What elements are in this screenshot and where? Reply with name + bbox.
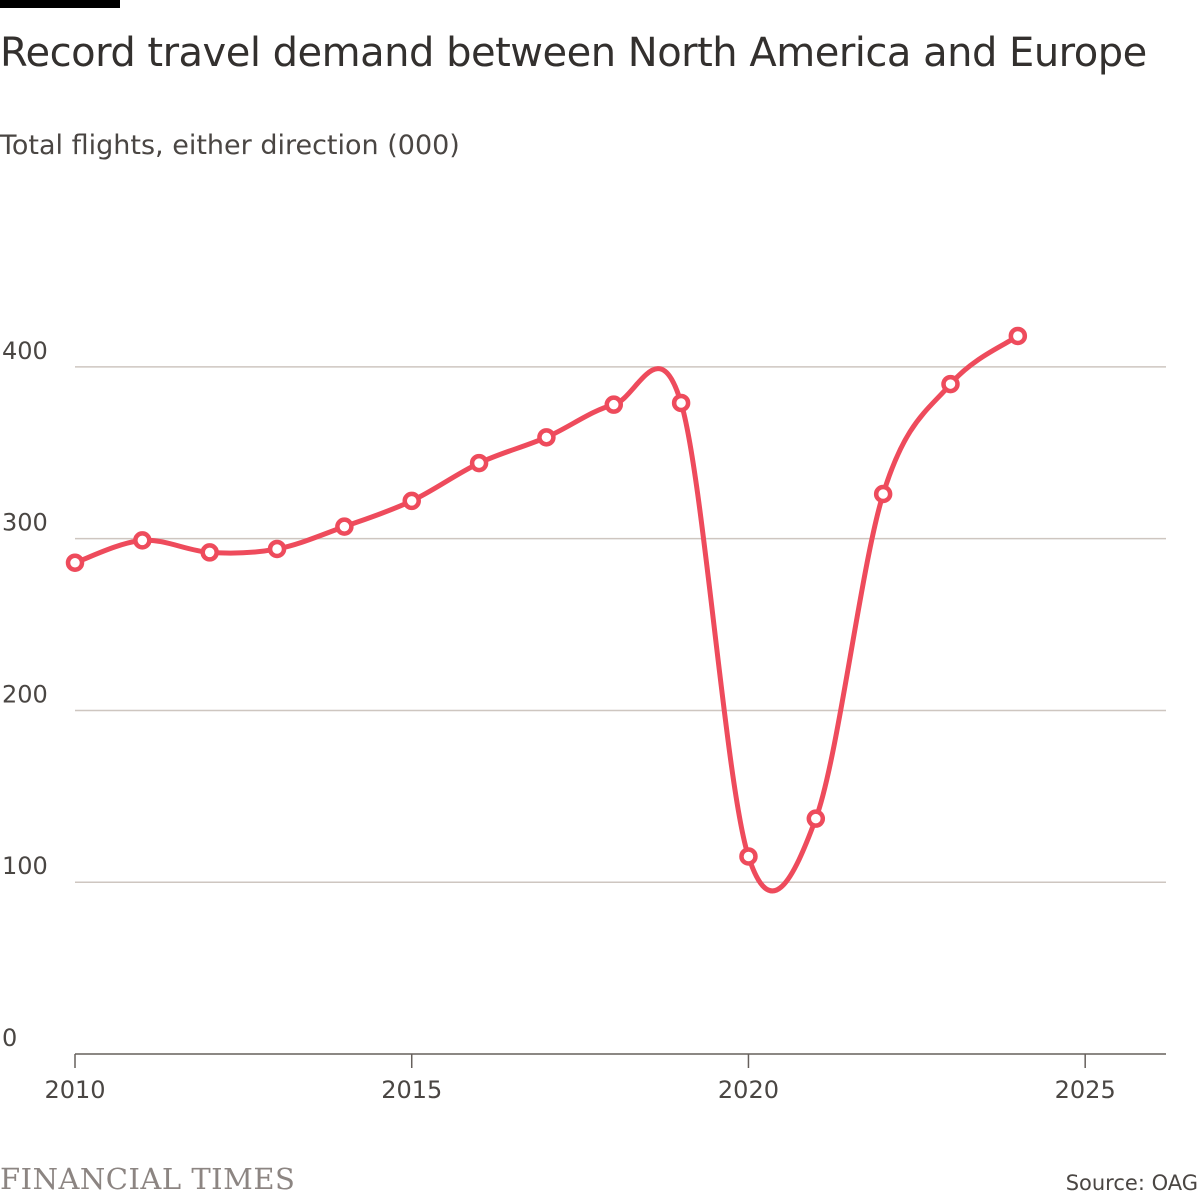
- data-point: [200, 543, 219, 562]
- series-layer: [72, 333, 1021, 894]
- series-line: [72, 333, 1021, 894]
- marker-layer: [65, 326, 1028, 866]
- y-tick-label: 100: [2, 852, 48, 880]
- brand-top-bar: [0, 0, 120, 8]
- y-tick-label: 400: [2, 337, 48, 365]
- y-tick-label: 0: [2, 1024, 17, 1052]
- x-tick-label: 2020: [718, 1076, 779, 1104]
- financial-times-logo: FINANCIAL TIMES: [0, 1162, 296, 1196]
- x-axis: 2010 2015 2020 2025: [44, 1053, 1166, 1104]
- data-point: [133, 531, 152, 550]
- data-point: [402, 491, 421, 511]
- data-point: [671, 393, 691, 413]
- data-point: [537, 428, 556, 447]
- chart-title: Record travel demand between North Ameri…: [0, 30, 1147, 76]
- data-point: [941, 374, 960, 394]
- data-point: [267, 539, 287, 559]
- chart-subtitle: Total flights, either direction (000): [0, 130, 460, 161]
- data-point: [806, 809, 826, 828]
- data-point: [335, 517, 354, 536]
- data-point: [604, 395, 624, 414]
- y-tick-label: 200: [2, 680, 48, 708]
- x-tick-label: 2010: [44, 1076, 105, 1104]
- data-point: [739, 847, 758, 866]
- data-point: [65, 553, 85, 572]
- x-tick-label: 2015: [381, 1076, 442, 1104]
- x-tick-label: 2025: [1055, 1076, 1116, 1104]
- y-tick-label: 300: [2, 509, 48, 537]
- data-point: [469, 453, 489, 473]
- data-point: [1008, 326, 1028, 346]
- grid-layer: 0 100 200 300 400: [2, 337, 1166, 1052]
- data-point: [873, 484, 893, 504]
- source-note: Source: OAG: [1065, 1171, 1198, 1195]
